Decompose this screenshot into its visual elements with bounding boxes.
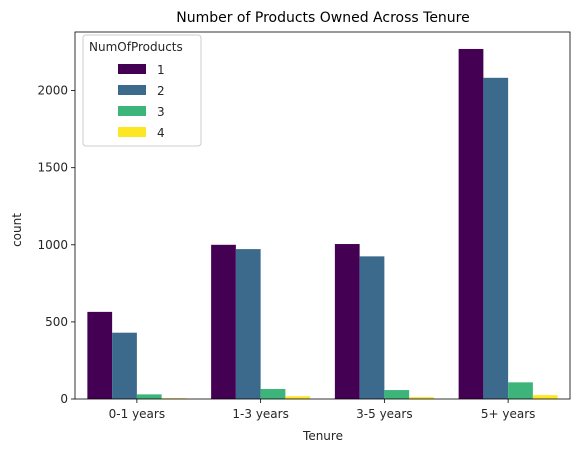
legend-label-3: 3 (157, 105, 165, 119)
bar-3-5-years-series-3 (384, 390, 410, 399)
legend-swatch-2 (118, 85, 146, 95)
bar-5+-years-series-1 (458, 48, 484, 399)
x-axis-label: Tenure (302, 429, 343, 443)
legend-label-1: 1 (157, 63, 165, 77)
legend-label-2: 2 (157, 84, 165, 98)
x-tick-label: 5+ years (481, 407, 536, 421)
legend-swatch-4 (118, 127, 146, 137)
legend: NumOfProducts 1 2 3 4 (82, 34, 202, 147)
y-tick-label: 0 (60, 392, 68, 406)
legend-items: 1 2 3 4 (118, 63, 165, 140)
x-tick-label: 3-5 years (356, 407, 412, 421)
bars-group (87, 48, 558, 399)
bar-3-5-years-series-2 (359, 256, 385, 399)
x-tick-label: 0-1 years (109, 407, 165, 421)
y-axis-label: count (10, 213, 24, 247)
plot-frame (74, 31, 571, 400)
legend-label-4: 4 (157, 126, 165, 140)
y-tick-label: 1000 (37, 238, 68, 252)
bar-5+-years-series-4 (532, 395, 558, 399)
bar-0-1-years-series-3 (136, 394, 162, 399)
bar-3-5-years-series-4 (409, 397, 434, 399)
y-tick-label: 2000 (37, 84, 68, 98)
bar-3-5-years-series-1 (334, 244, 360, 399)
bar-5+-years-series-2 (483, 77, 509, 399)
x-tick-label: 1-3 years (232, 407, 288, 421)
chart-title: Number of Products Owned Across Tenure (176, 10, 470, 26)
legend-swatch-1 (118, 64, 146, 74)
y-tick-label: 1500 (37, 161, 68, 175)
bar-1-3-years-series-2 (235, 249, 261, 399)
y-axis: 0 500 1000 1500 2000 (37, 84, 75, 406)
y-tick-label: 500 (45, 315, 68, 329)
bar-1-3-years-series-3 (260, 388, 286, 399)
bar-1-3-years-series-1 (211, 244, 236, 399)
legend-swatch-3 (118, 106, 146, 116)
legend-title: NumOfProducts (89, 40, 183, 54)
bar-1-3-years-series-4 (285, 396, 311, 399)
bar-0-1-years-series-2 (112, 332, 137, 399)
bar-0-1-years-series-1 (87, 311, 113, 399)
bar-5+-years-series-3 (508, 382, 533, 399)
x-axis: 0-1 years 1-3 years 3-5 years 5+ years (109, 399, 536, 421)
